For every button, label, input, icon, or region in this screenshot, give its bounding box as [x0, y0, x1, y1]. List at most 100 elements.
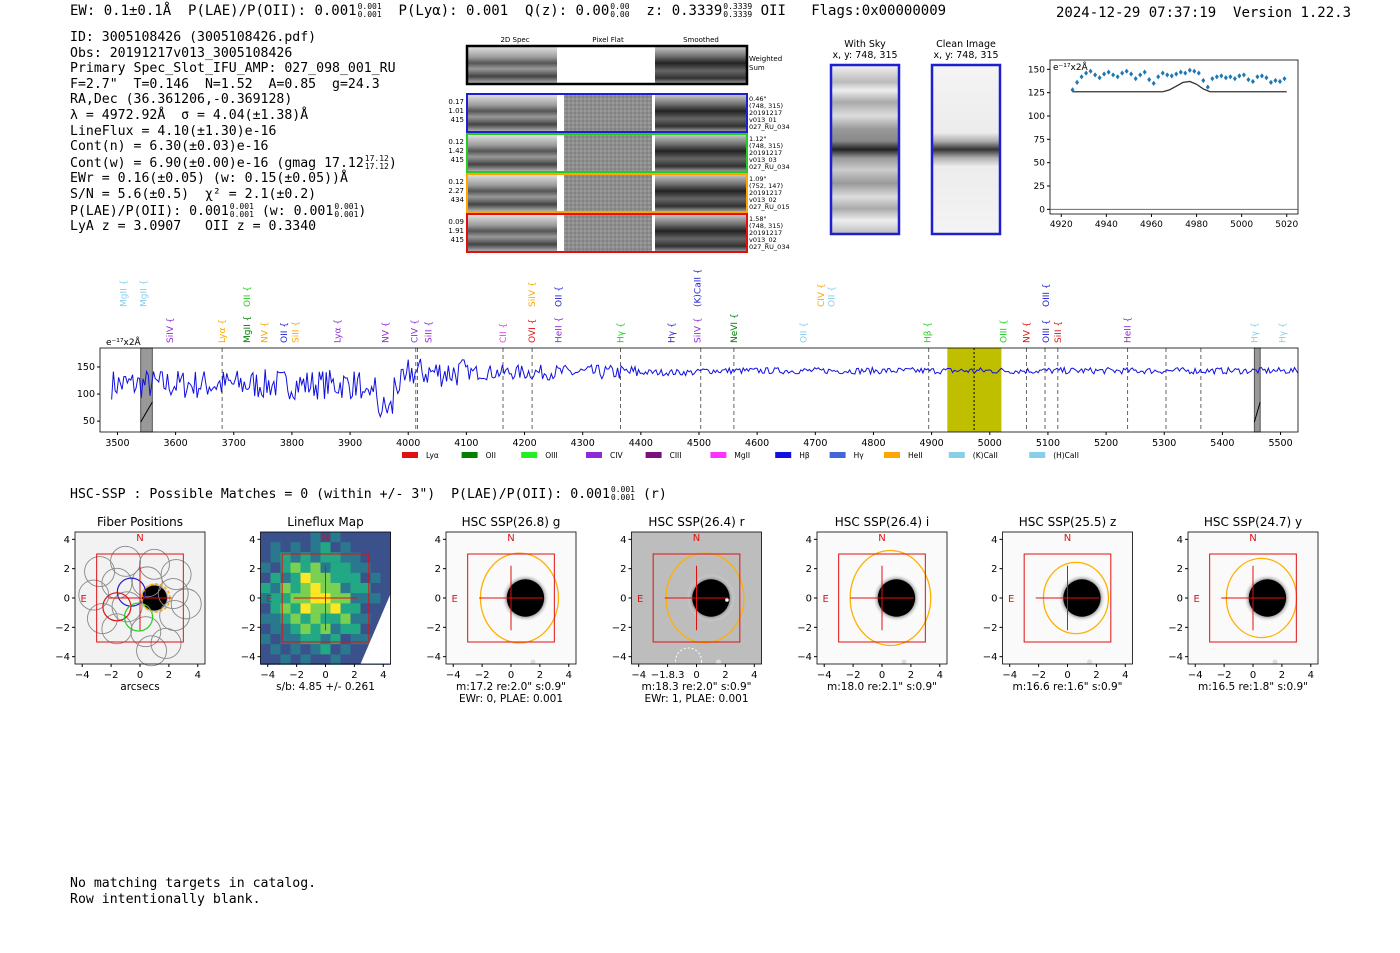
- cutout-left-label: 415: [451, 236, 464, 244]
- lineflux-pixel: [310, 623, 321, 635]
- hsc-ytick-label: 0: [806, 594, 812, 605]
- zoom-data-point: [1268, 79, 1273, 85]
- info-obs: Obs: 20191217v013_3005108426: [70, 45, 293, 61]
- lineflux-pixel: [320, 552, 331, 563]
- lineflux-pixel: [320, 542, 331, 553]
- cutout-right-label: 1.12": [749, 135, 766, 143]
- clean-image-coords: x, y: 748, 315: [933, 50, 998, 61]
- lineflux-pixel: [380, 572, 391, 584]
- lineflux-pixel: [310, 572, 321, 584]
- lineflux-pixel: [360, 532, 371, 543]
- hsc-xtick-label: 2: [1279, 670, 1285, 681]
- legend-label: (H)CaII: [1053, 451, 1079, 460]
- zoom-data-point: [1138, 72, 1143, 78]
- fiber-circle: [157, 578, 189, 610]
- cutout-right-label: (748, 315): [749, 222, 783, 230]
- zoom-data-point: [1232, 76, 1237, 82]
- zoom-data-point: [1174, 71, 1179, 77]
- lineflux-pixel: [330, 654, 341, 665]
- cutout-right-label: 1.58": [749, 215, 766, 223]
- line-label: MgII {: [140, 280, 150, 307]
- line-label: SiII {: [1054, 321, 1064, 343]
- spectrum-axes-bg: [100, 348, 1298, 432]
- lineflux-pixel: [280, 532, 291, 543]
- spectrum-unit-label: e⁻¹⁷x2Å: [106, 336, 142, 348]
- line-label: CII {: [499, 323, 509, 343]
- lineflux-pixel: [290, 562, 301, 573]
- legend-swatch: [521, 452, 538, 458]
- lineflux-pixel: [340, 613, 351, 624]
- lineflux-pixel: [340, 623, 351, 635]
- header-flags: Flags:0x00000009: [811, 3, 947, 19]
- lineflux-pixel: [340, 552, 351, 563]
- zoom-data-point: [1102, 71, 1107, 77]
- cutout-right-label: 20191217: [749, 109, 782, 117]
- cutout-smooth-3: [655, 214, 747, 252]
- legend-label: HeII: [908, 451, 923, 460]
- hsc-panel-title: HSC SSP(26.8) g: [462, 515, 561, 529]
- fiber-circle: [150, 628, 182, 659]
- lineflux-pixel: [280, 603, 291, 614]
- lineflux-pixel: [350, 583, 361, 594]
- cutout-frame-2: [466, 173, 748, 213]
- zoom-data-point: [1241, 72, 1246, 78]
- zoom-data-point: [1156, 74, 1161, 80]
- zoom-unit-label: e⁻¹⁷x2Å: [1053, 61, 1089, 73]
- line-label: OIII {: [1000, 319, 1010, 343]
- hsc-xtick-label: −2: [475, 670, 490, 681]
- line-label: SiII {: [291, 321, 301, 343]
- lineflux-pixel: [320, 532, 331, 543]
- north-label: N: [1064, 533, 1071, 544]
- info-lineflux: LineFlux = 4.10(±1.30)e-16: [70, 123, 277, 139]
- zoom-ytick-label: 25: [1034, 182, 1045, 192]
- north-label: N: [322, 533, 329, 544]
- lineflux-pixel: [260, 654, 271, 665]
- lineflux-pixel: [380, 583, 391, 594]
- header-version: Version 1.22.3: [1233, 5, 1352, 21]
- zoom-data-point: [1205, 84, 1210, 90]
- zoom-data-point: [1210, 76, 1215, 82]
- legend-label: (K)CaII: [973, 451, 998, 460]
- lineflux-pixel: [290, 532, 301, 543]
- header-summary: EW: 0.1±0.1Å P(LAE)/P(OII): 0.001 0.001 0.…: [70, 3, 947, 20]
- lineflux-pixel: [260, 542, 271, 553]
- lineflux-pixel: [370, 593, 381, 604]
- lineflux-pixel: [360, 562, 371, 573]
- hsc-ytick-label: −2: [55, 623, 70, 634]
- cutout-right-label: 027_RU_034: [749, 243, 790, 251]
- lineflux-pixel: [370, 603, 381, 614]
- line-label: SiII {: [425, 321, 435, 343]
- hsc-ytick-label: −2: [426, 623, 441, 634]
- lineflux-pixel: [280, 654, 291, 665]
- col-header-2dspec: 2D Spec: [500, 36, 529, 44]
- legend-label: OII: [486, 451, 496, 460]
- search-box: [838, 553, 926, 643]
- cutout-spec-2: [467, 174, 557, 212]
- zoom-ytick-label: 0: [1039, 205, 1045, 215]
- cutout-right-label: 20191217: [749, 189, 782, 197]
- info-gmag-err: 17.12 17.12: [364, 153, 389, 171]
- hsc-ytick-label: −2: [1168, 623, 1183, 634]
- lineflux-pixel: [260, 634, 271, 645]
- lineflux-pixel: [270, 644, 281, 655]
- lineflux-pixel: [350, 654, 361, 665]
- cutout-right-label: v013_02: [749, 236, 777, 244]
- weighted-sum-frame: [465, 44, 749, 86]
- cutout-right-label: v013_03: [749, 156, 777, 164]
- hsc-ytick-label: −4: [55, 652, 70, 663]
- hsc-ytick-label: −4: [1168, 652, 1183, 663]
- cutout-right-label: (748, 315): [749, 102, 783, 110]
- spectrum-xtick-label: 3600: [164, 438, 188, 449]
- lineflux-pixel: [300, 644, 311, 655]
- hsc-panel-0: Fiber Positions N E 4 2 0 −2 −4 −4 −2 0 2 4 arcsecs: [55, 515, 206, 693]
- hsc-ytick-label: 4: [64, 535, 70, 546]
- header-plya: P(Lyα): 0.001: [398, 3, 509, 19]
- lineflux-pixel: [260, 613, 271, 624]
- zoom-data-point: [1250, 78, 1255, 85]
- zoom-data-point: [1201, 77, 1206, 84]
- cutout-smooth-2: [655, 174, 747, 212]
- hsc-xtick-label: 4: [195, 670, 201, 681]
- hsc-ytick-label: −4: [612, 652, 627, 663]
